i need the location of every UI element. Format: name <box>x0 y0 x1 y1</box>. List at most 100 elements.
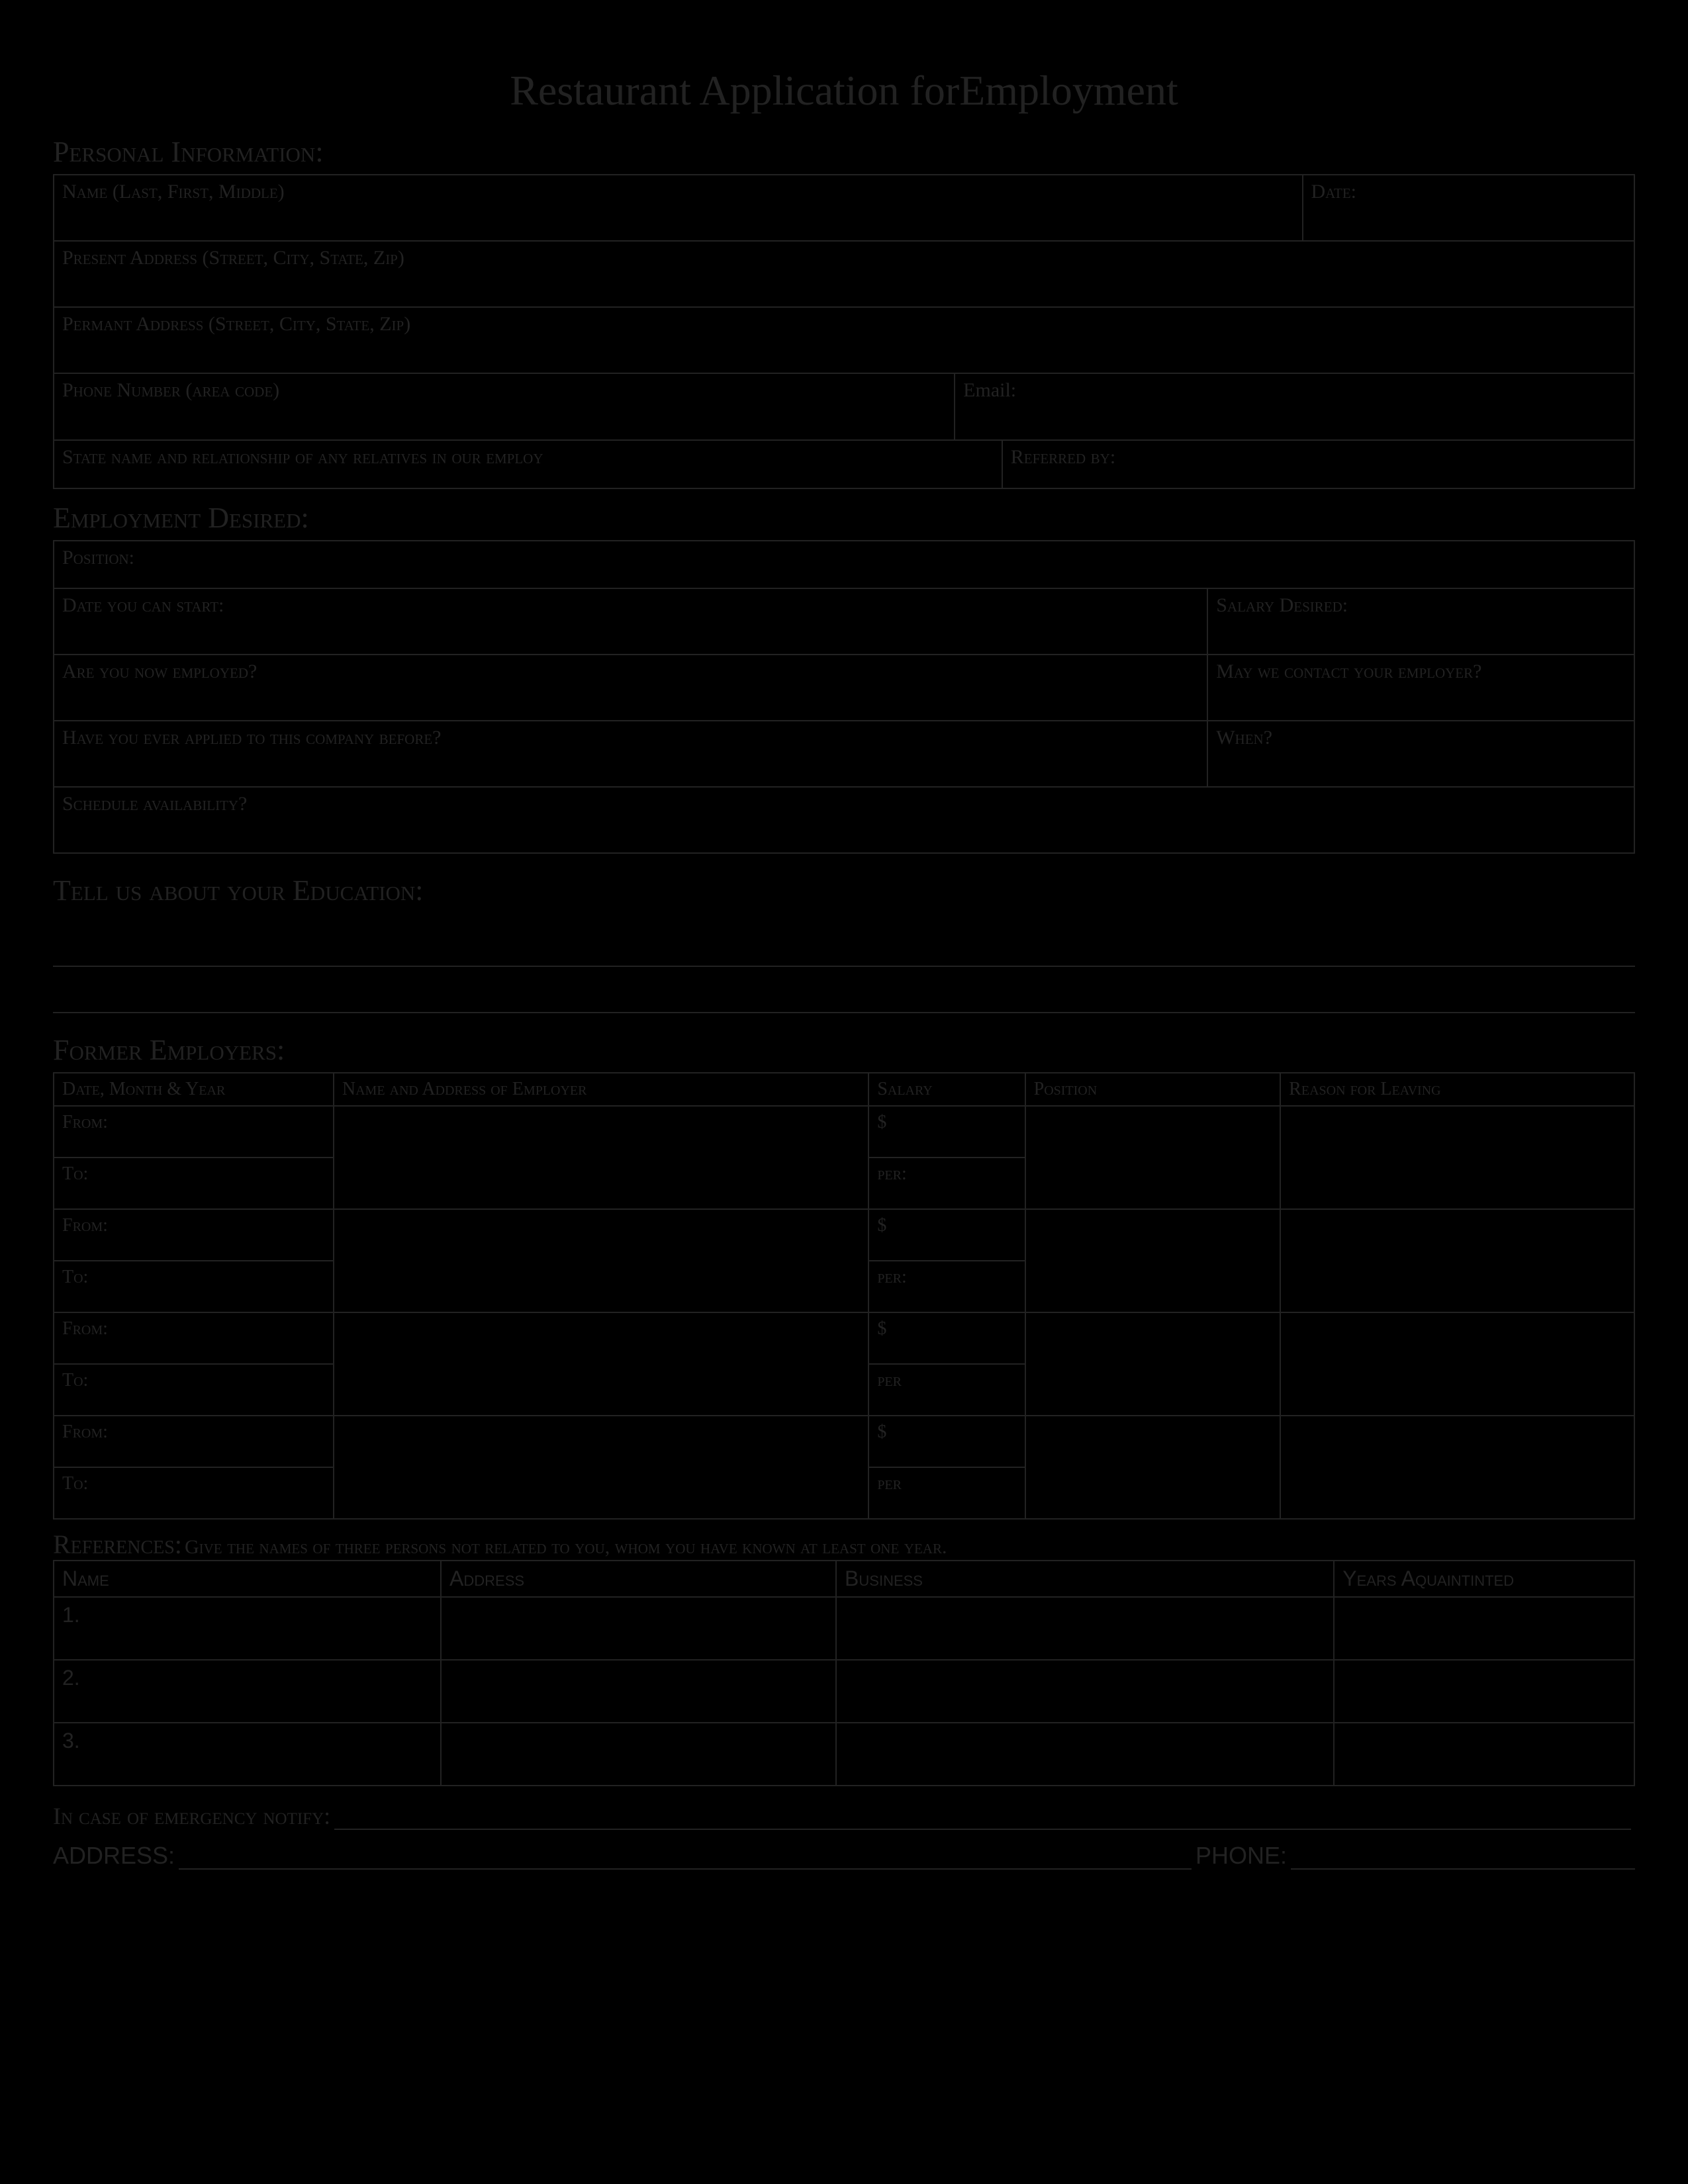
schedule-cell[interactable]: Schedule availability? <box>54 787 1634 853</box>
name-cell[interactable]: Name (Last, First, Middle) <box>54 175 1303 241</box>
personal-header: Personal Information: <box>53 135 1635 169</box>
education-line[interactable] <box>53 967 1635 1013</box>
permanent-address-label: Permant Address (Street, City, State, Zi… <box>62 313 410 335</box>
when-cell[interactable]: When? <box>1207 721 1634 787</box>
emp-pos-cell[interactable] <box>1025 1106 1281 1209</box>
ref-business-cell[interactable] <box>836 1723 1334 1786</box>
email-label: Email: <box>963 379 1016 401</box>
salary-cell[interactable]: Salary Desired: <box>1207 588 1634 655</box>
phone-cell[interactable]: Phone Number (area code) <box>54 374 955 440</box>
ref-name-cell[interactable]: 3. <box>54 1723 441 1786</box>
table-row: 2. <box>54 1660 1634 1723</box>
emp-pos-cell[interactable] <box>1025 1312 1281 1416</box>
references-header-row: References: Give the names of three pers… <box>53 1529 1635 1560</box>
emp-per-cell[interactable]: per <box>868 1467 1025 1519</box>
emp-to-cell[interactable]: To: <box>54 1158 334 1209</box>
emp-to-cell[interactable]: To: <box>54 1467 334 1519</box>
emp-reason-cell[interactable] <box>1280 1416 1634 1519</box>
ref-years-cell[interactable] <box>1334 1723 1634 1786</box>
emp-from-cell[interactable]: From: <box>54 1106 334 1158</box>
emp-reason-cell[interactable] <box>1280 1312 1634 1416</box>
date-cell[interactable]: Date: <box>1303 175 1634 241</box>
start-label: Date you can start: <box>62 594 224 616</box>
date-label: Date: <box>1311 181 1357 203</box>
employed-label: Are you now employed? <box>62 660 257 682</box>
emp-to-cell[interactable]: To: <box>54 1261 334 1312</box>
employers-table: Date, Month & Year Name and Address of E… <box>53 1072 1635 1520</box>
emergency-address-input[interactable] <box>179 1846 1192 1870</box>
ref-col-address: Address <box>441 1561 836 1597</box>
ref-col-years: Years Aquaintinted <box>1334 1561 1634 1597</box>
contact-label: May we contact your employer? <box>1216 660 1481 682</box>
relatives-label: State name and relationship of any relat… <box>62 446 543 468</box>
emp-name-cell[interactable] <box>334 1106 868 1209</box>
ref-address-cell[interactable] <box>441 1660 836 1723</box>
education-lines <box>53 921 1635 1013</box>
ref-name-cell[interactable]: 1. <box>54 1597 441 1660</box>
personal-table-3: State name and relationship of any relat… <box>53 441 1635 489</box>
application-page: Restaurant Application forEmployment Per… <box>0 0 1688 2184</box>
table-row: From: $ <box>54 1312 1634 1364</box>
title-rest: Application forEmployment <box>691 67 1178 114</box>
applied-cell[interactable]: Have you ever applied to this company be… <box>54 721 1207 787</box>
emp-col-date: Date, Month & Year <box>54 1073 334 1106</box>
ref-business-cell[interactable] <box>836 1660 1334 1723</box>
table-row: From: $ <box>54 1106 1634 1158</box>
emp-name-cell[interactable] <box>334 1416 868 1519</box>
emp-per-cell[interactable]: per: <box>868 1261 1025 1312</box>
applied-label: Have you ever applied to this company be… <box>62 727 441 749</box>
schedule-label: Schedule availability? <box>62 793 247 815</box>
employers-header: Former Employers: <box>53 1033 1635 1067</box>
ref-name-cell[interactable]: 2. <box>54 1660 441 1723</box>
ref-address-cell[interactable] <box>441 1597 836 1660</box>
emp-per-cell[interactable]: per: <box>868 1158 1025 1209</box>
employed-cell[interactable]: Are you now employed? <box>54 655 1207 721</box>
references-table: Name Address Business Years Aquaintinted… <box>53 1560 1635 1786</box>
emp-pos-cell[interactable] <box>1025 1209 1281 1312</box>
start-cell[interactable]: Date you can start: <box>54 588 1207 655</box>
emp-pos-cell[interactable] <box>1025 1416 1281 1519</box>
present-address-cell[interactable]: Present Address (Street, City, State, Zi… <box>54 241 1634 307</box>
emp-from-cell[interactable]: From: <box>54 1416 334 1467</box>
emp-name-cell[interactable] <box>334 1209 868 1312</box>
emp-name-cell[interactable] <box>334 1312 868 1416</box>
emp-col-salary: Salary <box>868 1073 1025 1106</box>
present-address-label: Present Address (Street, City, State, Zi… <box>62 247 404 269</box>
relatives-cell[interactable]: State name and relationship of any relat… <box>54 441 1002 488</box>
emp-from-cell[interactable]: From: <box>54 1209 334 1261</box>
position-label: Position: <box>62 547 134 569</box>
emp-dollar-cell[interactable]: $ <box>868 1106 1025 1158</box>
ref-years-cell[interactable] <box>1334 1660 1634 1723</box>
emp-from-cell[interactable]: From: <box>54 1312 334 1364</box>
contact-cell[interactable]: May we contact your employer? <box>1207 655 1634 721</box>
education-line[interactable] <box>53 921 1635 967</box>
name-label: Name (Last, First, Middle) <box>62 181 285 203</box>
ref-col-business: Business <box>836 1561 1334 1597</box>
ref-business-cell[interactable] <box>836 1597 1334 1660</box>
emergency-phone-input[interactable] <box>1291 1846 1635 1870</box>
emp-col-reason: Reason for Leaving <box>1280 1073 1634 1106</box>
emp-dollar-cell[interactable]: $ <box>868 1416 1025 1467</box>
emp-per-cell[interactable]: per <box>868 1364 1025 1416</box>
emergency-address-label: ADDRESS: <box>53 1842 175 1870</box>
referred-label: Referred by: <box>1011 446 1115 468</box>
references-header-row: Name Address Business Years Aquaintinted <box>54 1561 1634 1597</box>
emp-reason-cell[interactable] <box>1280 1106 1634 1209</box>
email-cell[interactable]: Email: <box>955 374 1634 440</box>
emp-to-cell[interactable]: To: <box>54 1364 334 1416</box>
permanent-address-cell[interactable]: Permant Address (Street, City, State, Zi… <box>54 307 1634 373</box>
position-cell[interactable]: Position: <box>54 541 1634 588</box>
emergency-notify-row: In case of emergency notify: <box>53 1802 1635 1830</box>
emp-dollar-cell[interactable]: $ <box>868 1312 1025 1364</box>
page-title: Restaurant Application forEmployment <box>53 66 1635 115</box>
emergency-notify-input[interactable] <box>334 1806 1631 1830</box>
phone-label: Phone Number (area code) <box>62 379 279 401</box>
emp-dollar-cell[interactable]: $ <box>868 1209 1025 1261</box>
employers-header-row: Date, Month & Year Name and Address of E… <box>54 1073 1634 1106</box>
emp-reason-cell[interactable] <box>1280 1209 1634 1312</box>
education-header: Tell us about your Education: <box>53 874 1635 907</box>
referred-cell[interactable]: Referred by: <box>1002 441 1634 488</box>
when-label: When? <box>1216 727 1272 749</box>
ref-years-cell[interactable] <box>1334 1597 1634 1660</box>
ref-address-cell[interactable] <box>441 1723 836 1786</box>
